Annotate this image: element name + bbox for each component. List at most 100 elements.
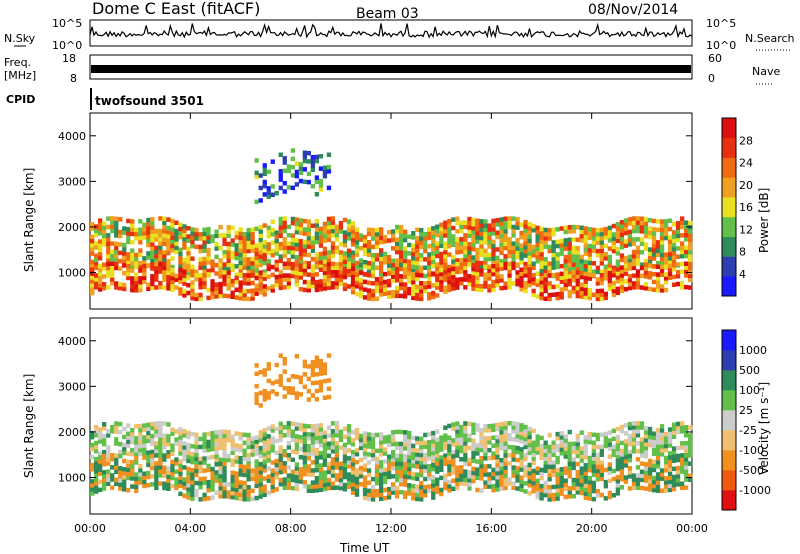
data-cell (431, 442, 436, 448)
data-cell (310, 488, 315, 493)
data-cell (234, 471, 239, 476)
data-cell (491, 231, 496, 236)
data-cell (374, 244, 380, 250)
data-cell (302, 459, 307, 465)
data-cell (314, 459, 319, 465)
data-cell (471, 217, 476, 223)
data-cell (178, 251, 183, 257)
data-cell (166, 454, 171, 459)
data-cell (675, 421, 681, 427)
data-cell (302, 484, 307, 489)
data-cell (162, 249, 167, 255)
data-cell (282, 433, 287, 438)
data-cell (503, 237, 508, 242)
data-cell (431, 483, 436, 488)
data-cell (274, 243, 279, 248)
data-cell (98, 218, 103, 223)
data-cell (94, 224, 99, 229)
data-cell (583, 234, 588, 240)
data-cell (354, 260, 360, 266)
data-cell (278, 233, 283, 238)
data-cell (274, 487, 279, 492)
data-cell (411, 447, 416, 453)
data-cell (262, 288, 267, 293)
data-cell (198, 296, 203, 302)
data-cell (627, 470, 633, 475)
data-cell (471, 221, 476, 227)
data-cell (495, 230, 500, 235)
data-cell (627, 229, 633, 235)
data-cell (154, 449, 159, 454)
data-cell (427, 264, 432, 270)
data-cell (90, 442, 95, 448)
data-cell (254, 243, 259, 248)
data-cell (379, 488, 384, 493)
data-cell (306, 472, 311, 477)
data-cell (326, 425, 332, 430)
data-cell (190, 468, 195, 473)
data-cell (503, 245, 508, 251)
data-cell (443, 445, 448, 450)
data-cell (639, 237, 645, 242)
data-cell (647, 286, 653, 292)
data-cell (587, 435, 592, 441)
data-cell (358, 482, 364, 487)
data-cell (102, 233, 107, 239)
data-cell (122, 466, 127, 472)
data-cell (395, 258, 400, 263)
data-cell (427, 488, 432, 493)
data-cell (619, 424, 625, 430)
data-cell (218, 494, 223, 499)
data-cell (615, 434, 620, 440)
data-cell (374, 240, 380, 245)
data-cell (254, 255, 259, 261)
data-cell (615, 251, 620, 256)
data-cell (607, 238, 612, 243)
data-cell (531, 448, 536, 454)
data-cell (451, 270, 456, 276)
data-cell (543, 296, 548, 301)
data-cell (114, 421, 119, 426)
data-cell (531, 428, 536, 434)
data-cell (278, 382, 283, 387)
data-cell (623, 455, 629, 460)
data-cell (483, 223, 488, 228)
data-cell (643, 445, 649, 451)
data-cell (563, 478, 568, 483)
data-cell (383, 234, 388, 240)
data-cell (138, 439, 143, 445)
data-cell (230, 470, 235, 476)
data-cell (411, 260, 416, 265)
data-cell (334, 237, 340, 242)
data-cell (403, 267, 408, 272)
data-cell (310, 244, 315, 249)
data-cell (114, 241, 119, 247)
data-cell (270, 480, 275, 486)
data-cell (595, 281, 600, 286)
data-cell (595, 232, 600, 237)
data-cell (242, 292, 247, 298)
data-cell (455, 265, 460, 271)
data-cell (647, 251, 653, 256)
data-cell (138, 227, 143, 232)
data-cell (539, 475, 544, 481)
data-cell (278, 285, 283, 291)
data-cell (659, 424, 665, 429)
data-cell (647, 275, 653, 280)
data-cell (539, 443, 544, 449)
data-cell (419, 444, 424, 450)
data-cell (170, 451, 175, 456)
data-cell (511, 261, 516, 267)
data-cell (310, 428, 315, 433)
data-cell (134, 456, 139, 461)
data-cell (362, 287, 368, 292)
data-cell (214, 254, 219, 260)
data-cell (238, 284, 243, 289)
data-cell (138, 276, 143, 281)
data-cell (547, 285, 552, 290)
freq-tick-low: 8 (70, 72, 77, 85)
data-cell (467, 221, 472, 226)
data-cell (523, 432, 528, 438)
data-cell (310, 184, 315, 189)
data-cell (222, 469, 227, 475)
